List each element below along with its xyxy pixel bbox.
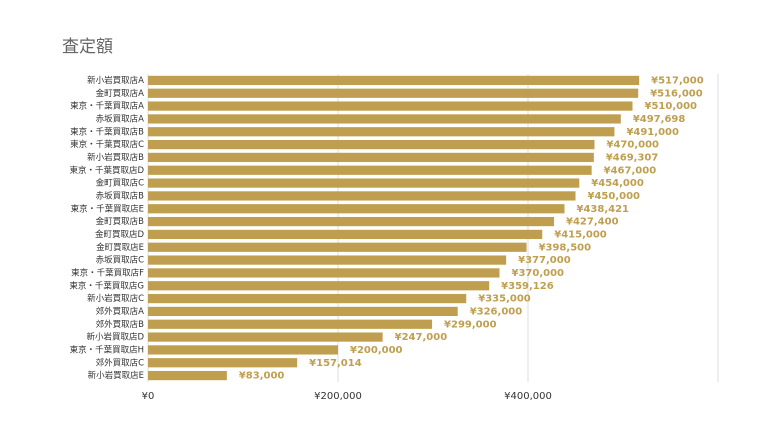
y-tick-label: 新小岩買取店E	[88, 370, 144, 381]
bar	[148, 319, 433, 329]
bar	[148, 75, 640, 86]
y-tick-label: 東京・千葉買取店D	[69, 165, 144, 176]
value-label: ¥326,000	[470, 306, 523, 317]
bar	[148, 358, 298, 368]
value-label: ¥200,000	[350, 345, 403, 356]
bar	[148, 345, 338, 355]
y-tick-label: 東京・千葉買取店E	[71, 203, 144, 214]
value-label: ¥398,500	[539, 242, 592, 253]
bar	[148, 216, 555, 227]
bar	[148, 204, 565, 214]
bar	[148, 293, 467, 304]
y-tick-label: 郊外買取店A	[96, 306, 145, 317]
y-tick-label: 東京・千葉買取店A	[70, 101, 144, 112]
bar	[148, 306, 458, 317]
bar	[148, 152, 594, 163]
bar	[148, 268, 500, 278]
value-label: ¥157,014	[309, 358, 362, 369]
bar	[148, 165, 592, 175]
bar	[148, 88, 639, 98]
y-tick-label: 郊外買取店C	[96, 357, 145, 368]
chart-title: 査定額	[62, 37, 113, 57]
value-label: ¥438,421	[576, 204, 629, 215]
y-tick-label: 東京・千葉買取店B	[70, 126, 144, 137]
bar	[148, 178, 580, 188]
bar	[148, 191, 576, 201]
value-label: ¥247,000	[395, 332, 448, 343]
bar	[148, 127, 615, 137]
y-tick-label: 東京・千葉買取店G	[69, 280, 144, 291]
y-tick-label: 新小岩買取店B	[87, 152, 144, 163]
value-label: ¥469,307	[606, 152, 659, 163]
bar	[148, 255, 507, 265]
value-label: ¥454,000	[591, 178, 644, 189]
y-tick-label: 新小岩買取店A	[87, 75, 144, 86]
value-label: ¥516,000	[650, 88, 703, 99]
value-label: ¥335,000	[478, 294, 531, 305]
y-tick-label: 新小岩買取店C	[87, 293, 144, 304]
value-label: ¥470,000	[607, 140, 660, 151]
bar	[148, 370, 227, 381]
bar	[148, 242, 527, 252]
value-label: ¥497,698	[633, 114, 686, 125]
value-label: ¥377,000	[518, 255, 571, 266]
value-label: ¥83,000	[239, 371, 285, 382]
value-label: ¥370,000	[512, 268, 565, 279]
y-tick-label: 赤坂買取店A	[96, 113, 145, 124]
y-tick-label: 郊外買取店B	[96, 319, 145, 330]
value-label: ¥491,000	[626, 127, 679, 138]
y-tick-label: 赤坂買取店C	[96, 255, 145, 266]
value-label: ¥467,000	[604, 165, 657, 176]
value-label: ¥359,126	[501, 281, 554, 292]
bar	[148, 101, 633, 111]
y-tick-label: 金町買取店A	[96, 88, 145, 99]
y-tick-label: 金町買取店E	[96, 242, 144, 253]
bar	[148, 114, 621, 124]
bar	[148, 139, 595, 150]
y-tick-label: 東京・千葉買取店H	[70, 344, 144, 355]
value-label: ¥517,000	[651, 75, 704, 86]
x-tick-label: ¥0	[142, 391, 155, 402]
y-tick-label: 新小岩買取店D	[86, 332, 144, 343]
bar	[148, 229, 543, 240]
value-label: ¥415,000	[554, 229, 607, 240]
value-label: ¥450,000	[588, 191, 641, 202]
value-label: ¥427,400	[566, 217, 619, 228]
y-tick-label: 赤坂買取店B	[96, 190, 145, 201]
y-tick-label: 金町買取店D	[95, 229, 145, 240]
y-tick-label: 東京・千葉買取店F	[71, 267, 144, 278]
y-tick-label: 金町買取店C	[96, 178, 145, 189]
value-label: ¥299,000	[444, 319, 497, 330]
bar	[148, 281, 490, 291]
value-label: ¥510,000	[645, 101, 698, 112]
x-tick-label: ¥400,000	[504, 391, 552, 402]
y-tick-label: 東京・千葉買取店C	[70, 139, 144, 150]
y-tick-label: 金町買取店B	[96, 216, 145, 227]
x-tick-label: ¥200,000	[314, 391, 362, 402]
bar	[148, 332, 383, 342]
